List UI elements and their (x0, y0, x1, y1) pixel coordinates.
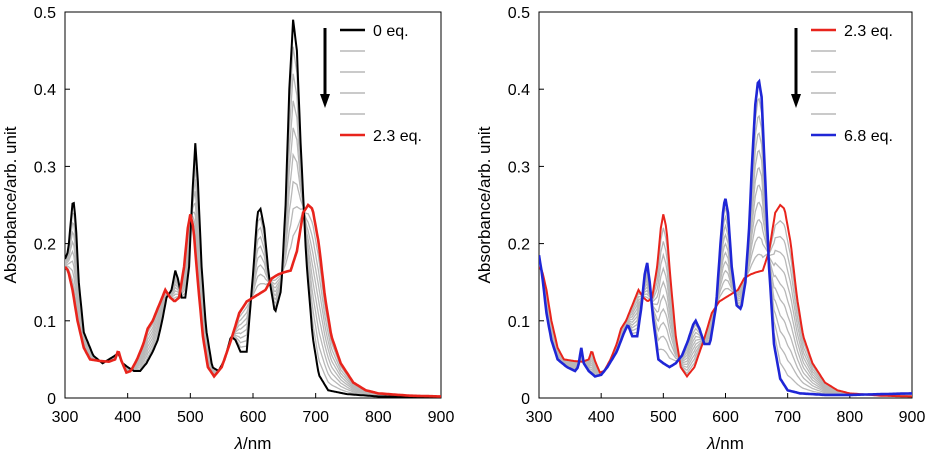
legend-entry: 2.3 eq. (373, 128, 422, 145)
x-tick-label: 900 (899, 409, 926, 426)
plot-frame (64, 11, 442, 399)
y-tick-label: 0.2 (508, 237, 530, 254)
x-tick-label: 400 (588, 409, 615, 426)
x-tick-label: 500 (177, 409, 204, 426)
x-tick-label: 800 (836, 409, 863, 426)
series-line-end (539, 78, 912, 397)
legend-arrow-head (791, 94, 801, 108)
y-tick-label: 0.4 (508, 82, 530, 99)
y-tick-label: 0.3 (508, 159, 530, 176)
series-line-start (539, 203, 912, 398)
y-tick-label: 0.1 (34, 314, 56, 331)
legend-entry: 0 eq. (373, 23, 409, 40)
x-tick-label: 600 (712, 409, 739, 426)
y-axis-label: Absorbance/arb. unit (475, 126, 494, 283)
y-tick-label: 0.5 (508, 5, 530, 22)
x-tick-label: 400 (114, 409, 141, 426)
legend: 2.3 eq. 6.8 eq. (791, 23, 893, 145)
x-axis-label: λ/nm (234, 434, 272, 453)
x-axis-label: λ/nm (706, 434, 744, 453)
intermediate-series-line (65, 73, 441, 398)
series-line-end (65, 203, 441, 398)
x-tick-label: 900 (428, 409, 455, 426)
x-tick-label: 300 (526, 409, 553, 426)
y-tick-label: 0.4 (34, 82, 56, 99)
legend-arrow-head (320, 94, 330, 108)
y-tick-label: 0 (47, 391, 56, 408)
chart-panel-2: 300 400 500 600 700 800 900 0 0.1 0.2 0.3 0.4 0.5 λ/n… (475, 5, 925, 453)
y-axis-label: Absorbance/arb. unit (1, 126, 20, 283)
intermediate-series-line (65, 46, 441, 398)
y-tick-label: 0.1 (508, 314, 530, 331)
series-line-start (65, 19, 441, 398)
intermediate-series-line (539, 132, 912, 396)
x-tick-label: 700 (302, 409, 329, 426)
y-tick-label: 0 (521, 391, 530, 408)
y-tick-label: 0.3 (34, 159, 56, 176)
y-tick-label: 0.2 (34, 237, 56, 254)
x-tick-label: 500 (650, 409, 677, 426)
intermediate-series-line (65, 100, 441, 398)
intermediate-series-line (65, 180, 441, 398)
x-tick-label: 300 (52, 409, 79, 426)
intermediate-series-line (65, 209, 441, 398)
intermediate-series-line (539, 114, 912, 396)
x-tick-label: 700 (774, 409, 801, 426)
legend: 0 eq. 2.3 eq. (320, 23, 422, 145)
x-tick-label: 800 (365, 409, 392, 426)
x-tick-label: 600 (240, 409, 267, 426)
y-tick-label: 0.5 (34, 5, 56, 22)
series-lines (65, 19, 441, 398)
legend-entry: 2.3 eq. (844, 23, 893, 40)
series-lines (539, 78, 912, 398)
intermediate-series-line (65, 205, 441, 398)
legend-entry: 6.8 eq. (844, 128, 893, 145)
chart-panel-1: 300 400 500 600 700 800 900 0 0.1 0.2 0.3 0.4 0.5 λ/n… (1, 5, 454, 453)
